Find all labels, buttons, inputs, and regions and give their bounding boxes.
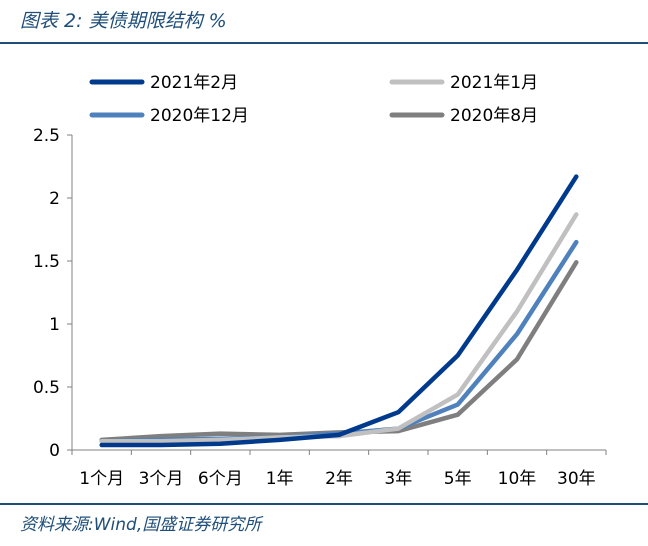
series-lines (99, 174, 579, 448)
legend-label-1: 2021年1月 (450, 73, 538, 93)
yield-curve-chart: 0 0.5 1 1.5 2 2.5 1个月 3个月 6个月 1年 2年 3年 5年 10年 30年 202… (33, 73, 607, 489)
x-tick-label: 30年 (557, 469, 596, 489)
top-divider (0, 42, 648, 44)
source-note: 资料来源:Wind,国盛证券研究所 (20, 515, 262, 535)
bottom-divider (0, 503, 648, 505)
series-line-2 (99, 239, 579, 444)
y-tick-label: 2.5 (33, 126, 60, 146)
y-tick-label: 1 (49, 315, 60, 335)
x-tick-label: 1个月 (79, 469, 124, 489)
y-tick-label: 1.5 (33, 252, 60, 272)
x-tick-label: 10年 (498, 469, 537, 489)
series-line-1 (99, 212, 579, 444)
x-tick-label: 5年 (444, 469, 472, 489)
x-tick-label: 3个月 (139, 469, 184, 489)
x-axis: 1个月 3个月 6个月 1年 2年 3年 5年 10年 30年 (71, 449, 607, 489)
series-line-0 (99, 174, 579, 448)
y-tick-label: 0.5 (33, 378, 60, 398)
legend-label-3: 2020年8月 (450, 106, 538, 126)
legend-label-2: 2020年12月 (150, 106, 249, 126)
x-tick-label: 1年 (266, 469, 294, 489)
legend-label-0: 2021年2月 (150, 73, 238, 93)
x-tick-label: 3年 (384, 469, 412, 489)
x-tick-label: 2年 (325, 469, 353, 489)
figure-title: 图表 2: 美债期限结构 % (20, 10, 227, 32)
y-tick-label: 2 (49, 189, 60, 209)
y-axis: 0 0.5 1 1.5 2 2.5 (33, 126, 73, 461)
x-tick-label: 6个月 (198, 469, 243, 489)
legend: 2021年2月 2021年1月 2020年12月 2020年8月 (89, 73, 538, 126)
y-tick-label: 0 (49, 441, 60, 461)
